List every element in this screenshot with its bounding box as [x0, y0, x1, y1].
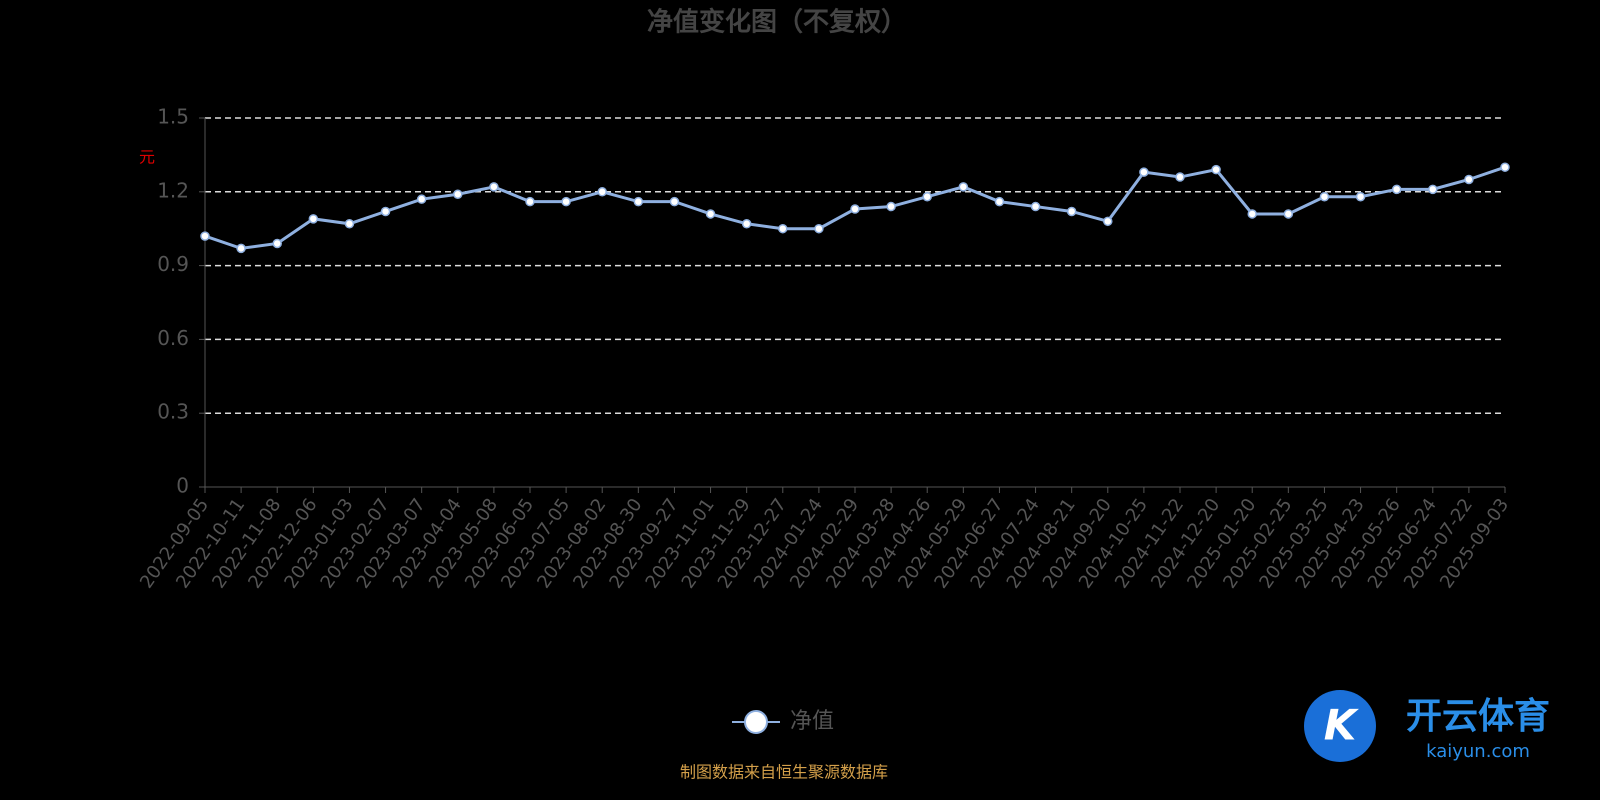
y-tick-label: 0.6 — [157, 326, 189, 350]
point — [561, 196, 571, 207]
point — [1030, 201, 1041, 212]
point — [489, 182, 499, 192]
legend-label: 净值 — [790, 709, 834, 734]
brand: 开云体育 — [1406, 696, 1550, 737]
point — [597, 187, 607, 197]
point — [778, 223, 788, 234]
point — [1464, 174, 1474, 185]
point — [1355, 191, 1366, 202]
point — [1283, 209, 1294, 219]
point — [886, 201, 896, 212]
point — [1500, 162, 1510, 172]
point — [633, 196, 644, 207]
point — [380, 206, 391, 217]
point — [236, 243, 246, 254]
point — [1428, 184, 1438, 195]
point — [669, 196, 680, 207]
y-axis-label: 元 — [139, 148, 155, 167]
chart-title: 净值变化图（不复权） — [647, 7, 907, 38]
point — [272, 238, 282, 249]
point — [814, 223, 824, 234]
point — [922, 191, 932, 202]
point — [1139, 167, 1149, 177]
point — [1211, 164, 1221, 175]
y-tick-label: 1.5 — [157, 105, 189, 129]
point — [1066, 206, 1077, 217]
logo — [1304, 690, 1376, 762]
point — [1103, 216, 1113, 227]
point — [1319, 191, 1330, 202]
y-tick-label: 1.2 — [157, 178, 189, 202]
logo-letter: K — [1324, 701, 1360, 750]
source: 制图数据来自恒生聚源数据库 — [680, 763, 888, 782]
point — [344, 219, 355, 229]
point — [308, 214, 319, 224]
point — [1391, 184, 1402, 195]
point — [453, 189, 463, 200]
legend-marker — [744, 710, 768, 734]
y-tick-label: 0.3 — [157, 400, 189, 424]
point — [741, 219, 752, 229]
point — [416, 194, 427, 204]
point — [958, 182, 969, 192]
point — [705, 209, 716, 219]
y-tick-label: 0 — [176, 474, 189, 498]
y-tick-label: 0.9 — [157, 252, 189, 276]
point — [1175, 172, 1185, 182]
point — [1247, 209, 1257, 219]
point — [850, 204, 860, 214]
site: kaiyun.com — [1426, 741, 1530, 762]
watermark: K 开云体育 kaiyun.com — [1304, 690, 1550, 762]
point — [200, 231, 210, 241]
point — [994, 196, 1005, 207]
point — [525, 196, 535, 207]
